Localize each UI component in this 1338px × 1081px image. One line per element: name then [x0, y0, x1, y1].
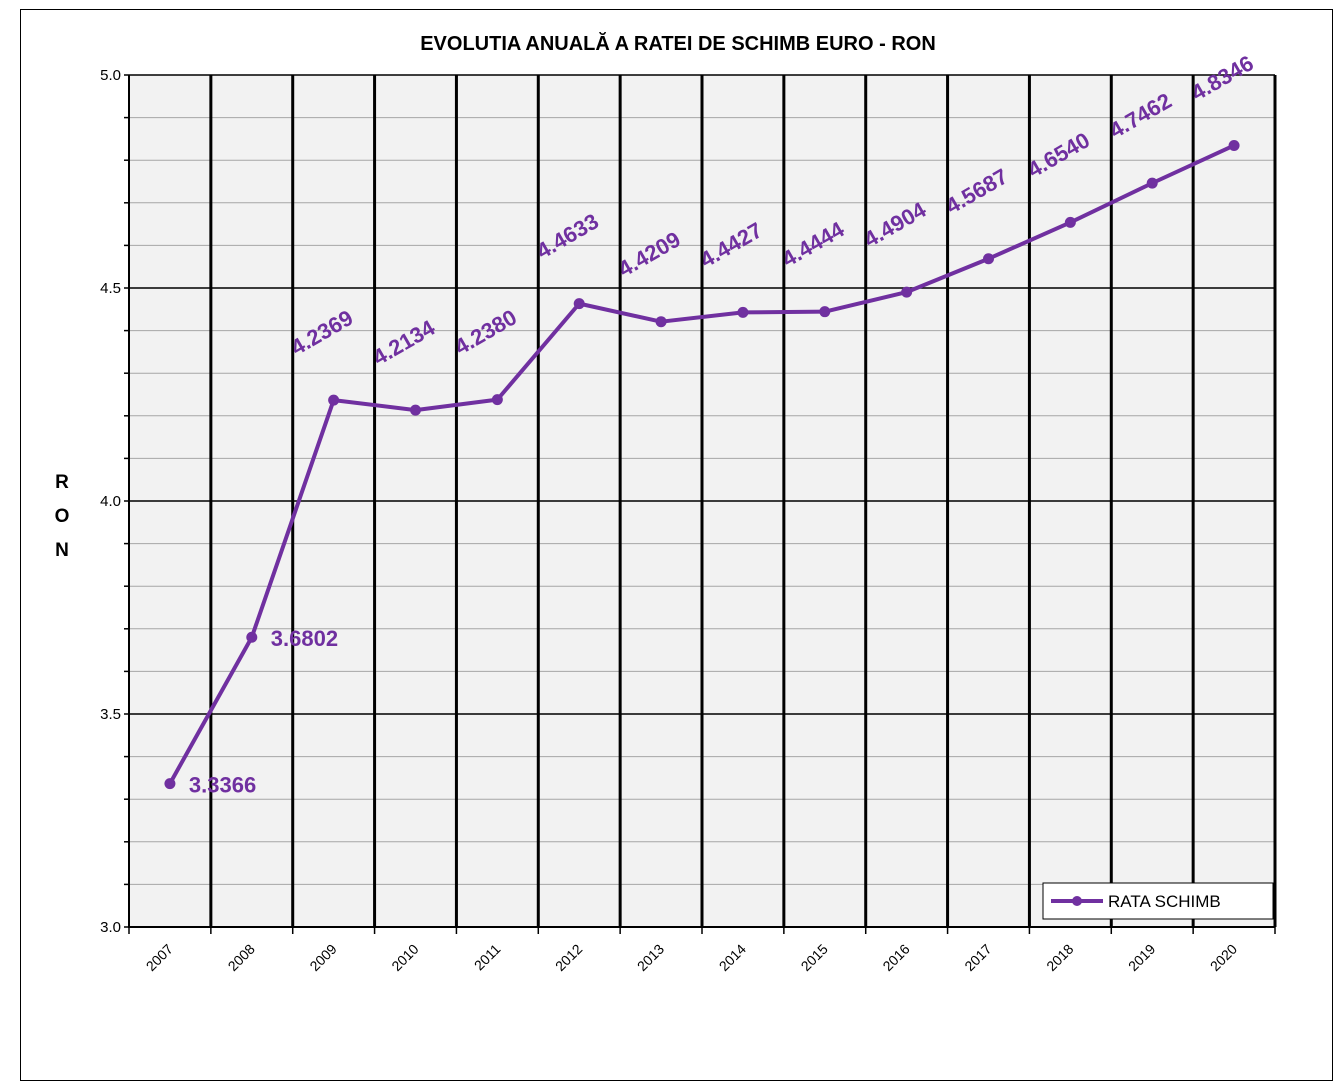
x-tick-label: 2018	[1043, 941, 1076, 974]
y-axis-label-letter: R	[55, 472, 69, 493]
x-tick-label: 2012	[552, 941, 585, 974]
data-point	[655, 316, 667, 328]
series-line	[168, 143, 1235, 785]
data-point	[737, 306, 749, 318]
x-tick-label: 2020	[1207, 941, 1240, 974]
x-tick-label: 2010	[388, 941, 421, 974]
axes	[124, 74, 1276, 934]
x-tick-label: 2008	[225, 941, 258, 974]
chart-title: EVOLUTIA ANUALĂ A RATEI DE SCHIMB EURO -…	[420, 32, 936, 55]
y-axis-label-letter: O	[55, 506, 70, 527]
data-label: 3.3366	[189, 773, 256, 798]
data-point	[1228, 139, 1240, 151]
data-point	[246, 631, 258, 643]
legend-series-label: RATA SCHIMB	[1108, 892, 1221, 911]
data-point	[491, 394, 503, 406]
data-point	[410, 404, 421, 416]
x-tick-label: 2014	[716, 941, 749, 974]
legend: RATA SCHIMB	[1042, 882, 1274, 920]
y-tick-label: 4.0	[100, 493, 121, 510]
x-tick-label: 2009	[306, 941, 339, 974]
x-tick-label: 2015	[798, 941, 831, 974]
data-point	[328, 394, 340, 406]
data-point	[819, 306, 831, 318]
data-point	[164, 778, 176, 790]
data-label: 3.6802	[271, 626, 338, 651]
x-tick-label: 2016	[879, 941, 912, 974]
y-tick-label: 5.0	[100, 67, 121, 84]
x-tick-label: 2007	[143, 941, 176, 974]
y-tick-labels: 3.0 3.5 4.0 4.5 5.0	[100, 67, 121, 936]
data-point	[1146, 177, 1158, 189]
data-point	[983, 253, 994, 265]
y-tick-label: 4.5	[100, 280, 121, 297]
y-axis-label-letter: N	[55, 540, 69, 561]
y-axis-label: RON	[55, 472, 70, 561]
series-rata-schimb	[164, 139, 1240, 790]
y-tick-label: 3.0	[100, 919, 121, 936]
data-point	[901, 286, 913, 298]
data-point	[1064, 216, 1076, 228]
x-tick-label: 2019	[1125, 941, 1158, 974]
y-tick-label: 3.5	[100, 706, 121, 723]
x-tick-label: 2017	[961, 941, 994, 974]
x-tick-labels: 2007 2008 2009 2010 2011 2012 2013 2014 2015 2016…	[143, 941, 1241, 974]
x-tick-label: 2011	[471, 941, 504, 974]
x-tick-label: 2013	[634, 941, 667, 974]
legend-series-marker	[1072, 896, 1082, 906]
data-point	[573, 298, 585, 310]
